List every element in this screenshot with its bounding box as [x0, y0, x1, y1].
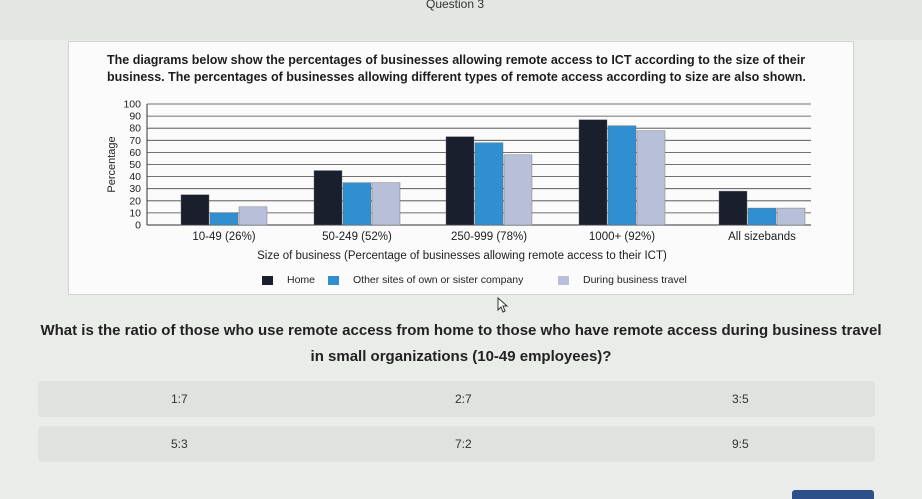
y-axis-label: Percentage	[106, 136, 118, 192]
legend-item: Home	[262, 274, 315, 286]
bar-0-2	[238, 206, 268, 226]
bar-4-2	[776, 207, 806, 226]
y-tick-label: 80	[129, 123, 141, 135]
legend-label: During business travel	[583, 274, 687, 286]
legend-swatch	[262, 275, 273, 285]
legend-swatch	[558, 275, 569, 285]
y-tick-label: 90	[129, 111, 141, 123]
bar-2-1	[474, 142, 504, 226]
bar-2-2	[503, 154, 533, 226]
question-number: Question 3	[426, 0, 485, 11]
y-tick-label: 20	[129, 195, 141, 207]
answer-option-5[interactable]: 7:2	[455, 437, 472, 451]
question-header: Question 3	[0, 0, 922, 40]
bar-3-1	[607, 125, 637, 226]
chart-description: The diagrams below show the percentages …	[107, 53, 806, 84]
legend-label: Home	[287, 274, 316, 286]
y-tick-label: 30	[129, 183, 141, 195]
bar-1-0	[313, 170, 343, 226]
mouse-pointer-icon	[497, 297, 509, 313]
answer-row-2: 5:3 7:2 9:5	[38, 426, 875, 462]
chart-card: The diagrams below show the percentages …	[68, 41, 854, 295]
bar-4-1	[747, 207, 777, 226]
answer-option-6[interactable]: 9:5	[732, 437, 749, 451]
answer-option-3[interactable]: 3:5	[732, 392, 749, 406]
answer-option-4[interactable]: 5:3	[171, 437, 188, 451]
x-category-label: 10-49 (26%)	[192, 231, 255, 243]
bar-0-1	[209, 212, 239, 226]
legend-item: During business travel	[558, 274, 687, 286]
y-tick-label: 100	[123, 99, 141, 111]
bar-3-2	[636, 130, 666, 226]
x-axis-label: Size of business (Percentage of business…	[257, 250, 667, 262]
y-tick-label: 40	[129, 171, 141, 183]
x-category-label: 50-249 (52%)	[322, 231, 392, 243]
bar-2-0	[445, 136, 475, 226]
chart-legend: Home Other sites of own or sister company…	[69, 274, 855, 288]
legend-label: Other sites of own or sister company	[353, 274, 524, 286]
answer-option-1[interactable]: 1:7	[171, 392, 188, 406]
bar-0-0	[180, 194, 210, 226]
x-category-label: 1000+ (92%)	[589, 231, 655, 243]
bar-1-2	[371, 182, 401, 226]
y-tick-label: 50	[129, 159, 141, 171]
next-button-bar[interactable]	[792, 490, 874, 499]
answer-row-1: 1:7 2:7 3:5	[38, 381, 875, 417]
legend-swatch	[328, 275, 339, 285]
question-text: What is the ratio of those who use remot…	[40, 322, 882, 365]
y-tick-label: 10	[129, 207, 141, 219]
bar-4-0	[718, 190, 748, 226]
y-tick-label: 0	[135, 220, 141, 232]
y-tick-label: 60	[129, 147, 141, 159]
bar-3-0	[578, 119, 608, 226]
answer-option-2[interactable]: 2:7	[455, 392, 472, 406]
x-category-label: 250-999 (78%)	[451, 231, 527, 243]
legend-item: Other sites of own or sister company	[328, 274, 523, 286]
x-category-label: All sizebands	[728, 231, 796, 243]
y-tick-label: 70	[129, 135, 141, 147]
bar-1-1	[342, 182, 372, 226]
